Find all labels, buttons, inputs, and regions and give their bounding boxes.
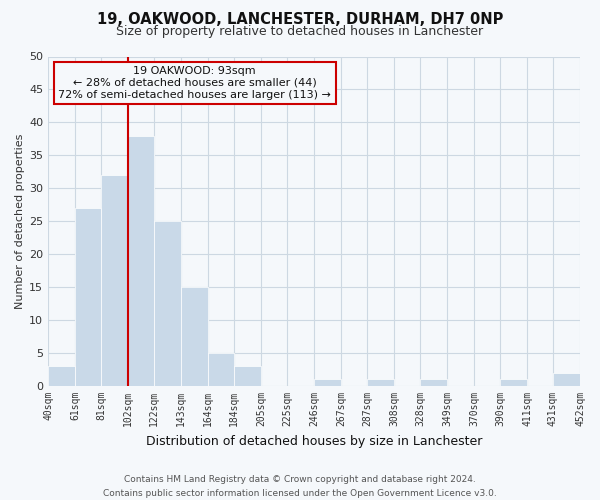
Bar — [181, 287, 208, 386]
Bar — [500, 380, 527, 386]
Text: Contains HM Land Registry data © Crown copyright and database right 2024.
Contai: Contains HM Land Registry data © Crown c… — [103, 476, 497, 498]
Text: 19 OAKWOOD: 93sqm
← 28% of detached houses are smaller (44)
72% of semi-detached: 19 OAKWOOD: 93sqm ← 28% of detached hous… — [58, 66, 331, 100]
Text: Size of property relative to detached houses in Lanchester: Size of property relative to detached ho… — [116, 25, 484, 38]
X-axis label: Distribution of detached houses by size in Lanchester: Distribution of detached houses by size … — [146, 434, 482, 448]
Bar — [553, 373, 580, 386]
Bar — [367, 380, 394, 386]
Bar — [75, 208, 101, 386]
Text: 19, OAKWOOD, LANCHESTER, DURHAM, DH7 0NP: 19, OAKWOOD, LANCHESTER, DURHAM, DH7 0NP — [97, 12, 503, 28]
Bar — [234, 366, 261, 386]
Bar — [101, 175, 128, 386]
Bar — [154, 222, 181, 386]
Bar — [128, 136, 154, 386]
Bar — [208, 353, 234, 386]
Bar — [314, 380, 341, 386]
Bar — [48, 366, 75, 386]
Bar — [420, 380, 447, 386]
Y-axis label: Number of detached properties: Number of detached properties — [15, 134, 25, 309]
